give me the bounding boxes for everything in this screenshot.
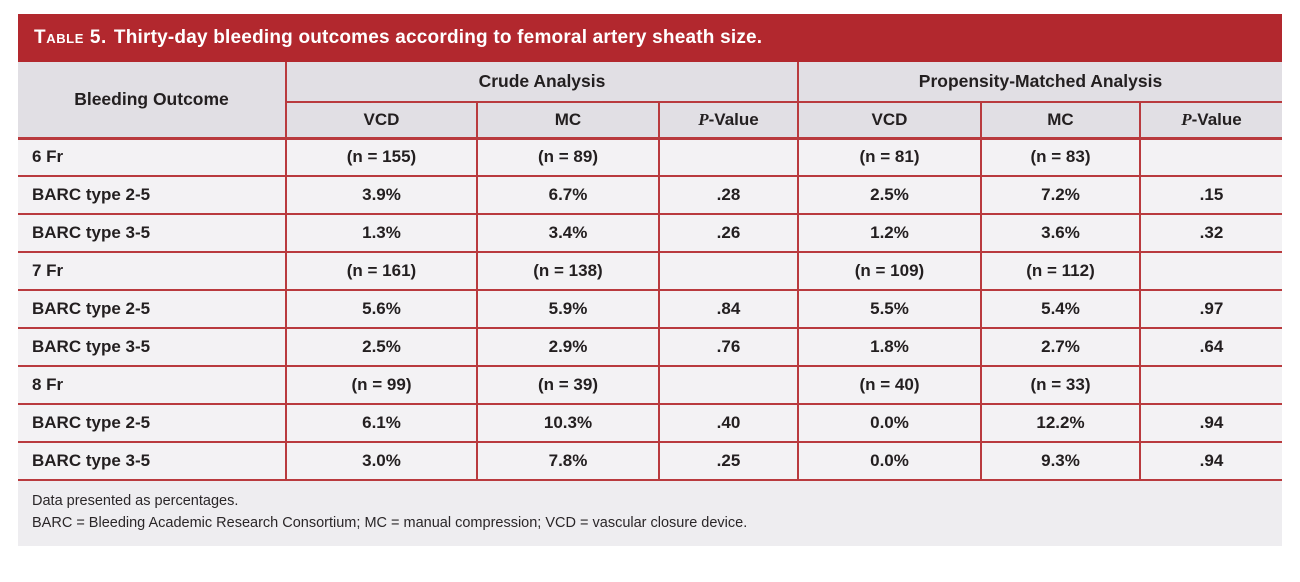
table-cell [1139, 251, 1282, 291]
table-cell: (n = 109) [797, 251, 982, 291]
row-label: BARC type 3-5 [18, 213, 287, 253]
table-cell: 3.4% [476, 213, 660, 253]
table-cell: 6.1% [285, 403, 478, 443]
row-label: BARC type 3-5 [18, 327, 287, 367]
group-header-row: Bleeding Outcome Crude Analysis Propensi… [18, 62, 1282, 140]
table-cell: 9.3% [980, 441, 1141, 481]
table-cell: .28 [658, 175, 799, 215]
table-cell: 2.9% [476, 327, 660, 367]
table-cell: (n = 89) [476, 137, 660, 177]
table-cell: 7.2% [980, 175, 1141, 215]
column-header-mc: MC [980, 101, 1141, 140]
table-cell: 7.8% [476, 441, 660, 481]
table-row: BARC type 2-5 6.1% 10.3% .40 0.0% 12.2% .94 [18, 403, 1282, 443]
table-cell: .64 [1139, 327, 1282, 367]
column-header-mc: MC [476, 101, 660, 140]
table-row: BARC type 3-5 3.0% 7.8% .25 0.0% 9.3% .94 [18, 441, 1282, 481]
table-cell: (n = 33) [980, 365, 1141, 405]
table-cell: 6.7% [476, 175, 660, 215]
table-row: 7 Fr (n = 161) (n = 138) (n = 109) (n = 112) [18, 251, 1282, 291]
table-row: BARC type 3-5 2.5% 2.9% .76 1.8% 2.7% .64 [18, 327, 1282, 367]
table-cell: .26 [658, 213, 799, 253]
table-cell: .84 [658, 289, 799, 329]
table-cell [1139, 137, 1282, 177]
table-title-bar: Table 5. Thirty-day bleeding outcomes ac… [18, 14, 1282, 62]
table-row: BARC type 3-5 1.3% 3.4% .26 1.2% 3.6% .32 [18, 213, 1282, 253]
table-cell: (n = 138) [476, 251, 660, 291]
table-cell: 10.3% [476, 403, 660, 443]
table-cell: 2.5% [285, 327, 478, 367]
table-cell: 1.8% [797, 327, 982, 367]
table-cell [1139, 365, 1282, 405]
table-cell: (n = 99) [285, 365, 478, 405]
row-label: BARC type 2-5 [18, 175, 287, 215]
table-cell: 1.3% [285, 213, 478, 253]
table-cell: (n = 83) [980, 137, 1141, 177]
column-header-p-value: P-Value [1139, 101, 1282, 140]
footnote-line: Data presented as percentages. [32, 493, 239, 509]
paper-table: Table 5. Thirty-day bleeding outcomes ac… [18, 14, 1282, 546]
table-title: Thirty-day bleeding outcomes according t… [113, 27, 763, 48]
group-header-propensity-matched-analysis: Propensity-Matched Analysis [797, 62, 1282, 103]
table-cell: (n = 112) [980, 251, 1141, 291]
table-cell [658, 137, 799, 177]
column-header-vcd: VCD [286, 101, 478, 140]
table-cell: 5.6% [285, 289, 478, 329]
table-cell: .97 [1139, 289, 1282, 329]
table-cell: .15 [1139, 175, 1282, 215]
row-label: 7 Fr [18, 251, 287, 291]
table-cell: (n = 40) [797, 365, 982, 405]
table-cell: .32 [1139, 213, 1282, 253]
table-cell: 5.5% [797, 289, 982, 329]
table-cell: (n = 39) [476, 365, 660, 405]
table-cell: 0.0% [797, 403, 982, 443]
table-row: BARC type 2-5 3.9% 6.7% .28 2.5% 7.2% .15 [18, 175, 1282, 215]
column-header-vcd: VCD [797, 101, 982, 140]
table-header: Bleeding Outcome Crude Analysis Propensi… [18, 62, 1282, 140]
table-number: Table 5. [34, 27, 107, 48]
table-cell: 1.2% [797, 213, 982, 253]
table-row: 8 Fr (n = 99) (n = 39) (n = 40) (n = 33) [18, 365, 1282, 405]
row-label: BARC type 2-5 [18, 289, 287, 329]
column-header-p-value: P-Value [658, 101, 799, 140]
table-cell: 2.5% [797, 175, 982, 215]
table-row: BARC type 2-5 5.6% 5.9% .84 5.5% 5.4% .97 [18, 289, 1282, 329]
table-cell [658, 365, 799, 405]
sub-header-row: VCD MC P-Value VCD MC P-Value [18, 101, 1282, 140]
table-cell: 5.4% [980, 289, 1141, 329]
table-cell: 2.7% [980, 327, 1141, 367]
table-cell: 3.0% [285, 441, 478, 481]
row-label: BARC type 2-5 [18, 403, 287, 443]
table-cell [658, 251, 799, 291]
table-cell: .94 [1139, 403, 1282, 443]
table-cell: .25 [658, 441, 799, 481]
row-label: 6 Fr [18, 137, 287, 177]
table-footnotes: Data presented as percentages. BARC = Bl… [18, 481, 1282, 546]
table-cell: (n = 155) [285, 137, 478, 177]
table-cell: 3.9% [285, 175, 478, 215]
table-cell: 5.9% [476, 289, 660, 329]
row-label: BARC type 3-5 [18, 441, 287, 481]
table-cell: .76 [658, 327, 799, 367]
table-cell: .40 [658, 403, 799, 443]
table-cell: 12.2% [980, 403, 1141, 443]
table-cell: 3.6% [980, 213, 1141, 253]
footnote-line: BARC = Bleeding Academic Research Consor… [32, 515, 748, 532]
table-row: 6 Fr (n = 155) (n = 89) (n = 81) (n = 83) [18, 137, 1282, 177]
table-cell: .94 [1139, 441, 1282, 481]
table-cell: (n = 81) [797, 137, 982, 177]
table-cell: (n = 161) [285, 251, 478, 291]
table-body: 6 Fr (n = 155) (n = 89) (n = 81) (n = 83) BAR… [18, 137, 1282, 481]
column-header-bleeding-outcome: Bleeding Outcome [18, 62, 287, 140]
table-cell: 0.0% [797, 441, 982, 481]
row-label: 8 Fr [18, 365, 287, 405]
outcomes-table: Bleeding Outcome Crude Analysis Propensi… [18, 62, 1282, 481]
group-header-crude-analysis: Crude Analysis [285, 62, 799, 103]
